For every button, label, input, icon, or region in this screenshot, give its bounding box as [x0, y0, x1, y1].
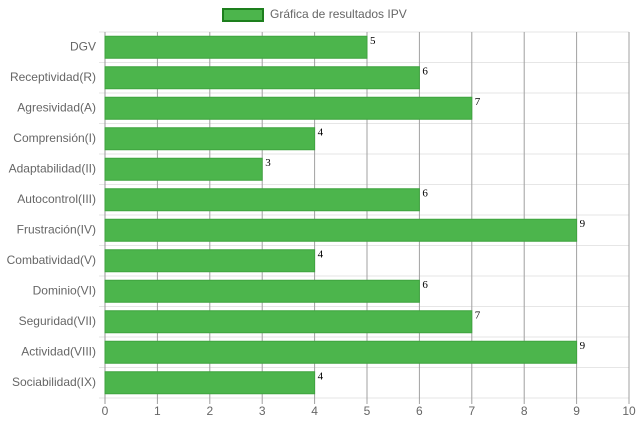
y-tick-label: Dominio(VI): [33, 283, 96, 297]
bar: [104, 127, 316, 151]
x-tick-label: 8: [521, 404, 528, 418]
value-label: 6: [422, 187, 428, 199]
y-tick-label: Agresividad(A): [17, 100, 96, 114]
value-label: 5: [370, 35, 376, 47]
bar: [104, 371, 316, 395]
bar: [104, 310, 473, 334]
y-tick-label: Receptividad(R): [10, 70, 96, 84]
x-tick-label: 4: [311, 404, 318, 418]
bar: [104, 340, 578, 364]
x-tick-label: 6: [416, 404, 423, 418]
x-tick-label: 7: [468, 404, 475, 418]
x-tick-label: 1: [154, 404, 161, 418]
bar: [104, 279, 420, 303]
bar: [104, 249, 316, 273]
value-label: 9: [580, 218, 586, 230]
y-tick-label: Combatividad(V): [7, 253, 96, 267]
y-tick-label: Comprensión(I): [13, 131, 96, 145]
x-tick-label: 3: [259, 404, 266, 418]
value-label: 7: [475, 96, 481, 108]
bar: [104, 35, 368, 59]
value-label: 9: [580, 340, 586, 352]
y-tick-label: Seguridad(VII): [19, 314, 96, 328]
bar: [104, 218, 578, 242]
value-label: 4: [318, 126, 324, 138]
x-tick-label: 2: [206, 404, 213, 418]
value-label: 7: [475, 309, 481, 321]
legend-swatch: [222, 8, 264, 22]
value-label: 3: [265, 157, 271, 169]
value-label: 4: [318, 248, 324, 260]
bar: [104, 188, 420, 212]
bar: [104, 66, 420, 90]
x-tick-label: 9: [573, 404, 580, 418]
legend: Gráfica de resultados IPV: [222, 7, 407, 22]
x-tick-label: 10: [622, 404, 636, 418]
bar: [104, 157, 263, 181]
value-label: 6: [422, 279, 428, 291]
y-tick-label: Sociabilidad(IX): [12, 375, 96, 389]
value-label: 6: [422, 65, 428, 77]
legend-label: Gráfica de resultados IPV: [270, 7, 407, 21]
x-tick-label: 5: [364, 404, 371, 418]
y-tick-label: Frustración(IV): [17, 222, 96, 236]
bar: [104, 96, 473, 120]
y-tick-label: Adaptabilidad(II): [9, 161, 96, 175]
x-tick-label: 0: [102, 404, 109, 418]
y-tick-label: Actividad(VIII): [21, 344, 96, 358]
value-label: 4: [318, 370, 324, 382]
y-tick-label: DGV: [70, 39, 96, 53]
y-tick-label: Autocontrol(III): [17, 192, 96, 206]
